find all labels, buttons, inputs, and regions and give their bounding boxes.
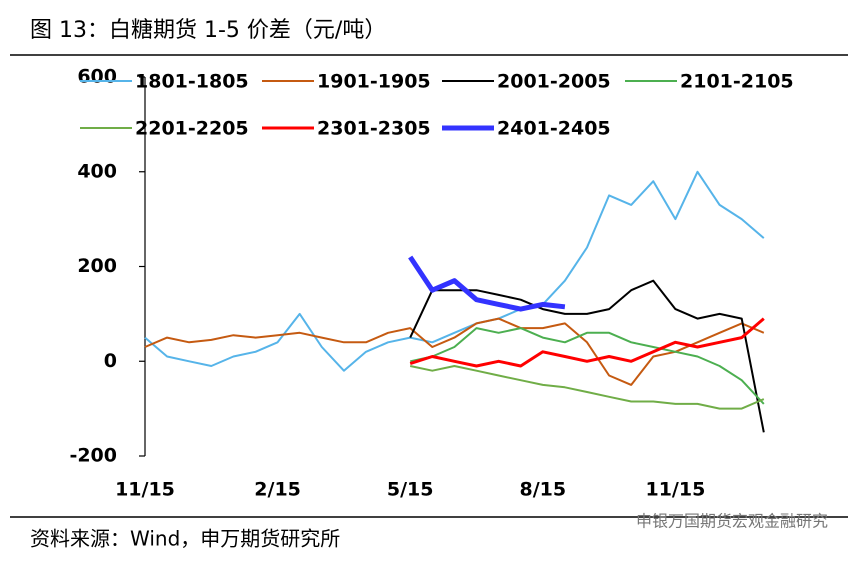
legend-label: 2201-2205 <box>135 118 249 140</box>
series-line <box>144 317 765 386</box>
x-tick-label: 5/15 <box>387 479 434 501</box>
y-tick-label: 400 <box>77 160 117 182</box>
legend-label: 2301-2305 <box>317 118 431 140</box>
series-line <box>409 317 765 368</box>
y-tick-label: -200 <box>69 445 117 467</box>
series-line <box>144 170 765 372</box>
y-tick-label: 0 <box>104 350 117 372</box>
legend-label: 1801-1805 <box>135 71 249 93</box>
legend-label: 2101-2105 <box>680 71 794 93</box>
x-tick-label: 11/15 <box>645 479 705 501</box>
y-tick-label: 600 <box>77 66 117 88</box>
legend-label: 2401-2405 <box>497 118 611 140</box>
source-note: 资料来源：Wind，申万期货研究所 <box>30 527 340 551</box>
series-line <box>409 327 765 405</box>
series-line <box>409 365 765 410</box>
legend-label: 2001-2005 <box>497 71 611 93</box>
legend-label: 1901-1905 <box>317 71 431 93</box>
x-tick-label: 2/15 <box>254 479 301 501</box>
x-tick-label: 8/15 <box>519 479 566 501</box>
series-line <box>408 255 566 312</box>
watermark: 申银万国期货宏观金融研究 <box>636 512 828 531</box>
chart-title: 图 13：白糖期货 1-5 价差（元/吨） <box>30 18 386 43</box>
x-tick-label: 11/15 <box>115 479 175 501</box>
series-line <box>409 279 765 433</box>
y-tick-label: 200 <box>77 255 117 277</box>
